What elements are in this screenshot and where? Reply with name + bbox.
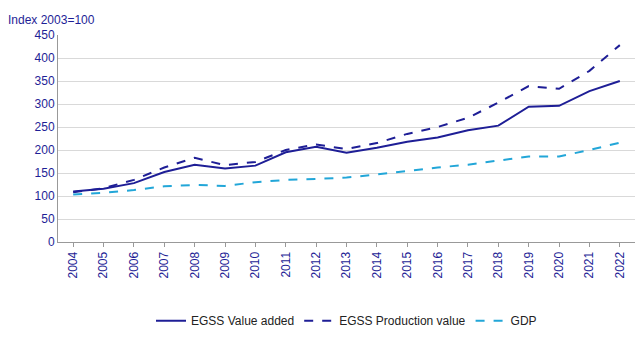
svg-text:2018: 2018 [491, 251, 505, 278]
svg-text:2010: 2010 [248, 251, 262, 278]
svg-text:2004: 2004 [66, 251, 80, 278]
svg-text:EGSS Value added: EGSS Value added [191, 314, 294, 328]
svg-text:2019: 2019 [522, 251, 536, 278]
svg-text:2012: 2012 [309, 251, 323, 278]
svg-text:2020: 2020 [552, 251, 566, 278]
svg-text:GDP: GDP [511, 314, 537, 328]
svg-text:EGSS Production value: EGSS Production value [339, 314, 465, 328]
svg-text:Index 2003=100: Index 2003=100 [8, 13, 95, 27]
svg-text:2006: 2006 [127, 251, 141, 278]
svg-text:2022: 2022 [613, 251, 627, 278]
svg-text:2007: 2007 [157, 251, 171, 278]
svg-text:2017: 2017 [461, 251, 475, 278]
svg-text:2014: 2014 [370, 251, 384, 278]
svg-text:2013: 2013 [339, 251, 353, 278]
svg-text:350: 350 [35, 74, 55, 88]
svg-text:400: 400 [35, 51, 55, 65]
svg-text:2015: 2015 [400, 251, 414, 278]
svg-text:300: 300 [35, 97, 55, 111]
svg-text:2009: 2009 [218, 251, 232, 278]
svg-text:250: 250 [35, 120, 55, 134]
svg-text:2021: 2021 [582, 251, 596, 278]
svg-text:100: 100 [35, 189, 55, 203]
svg-text:50: 50 [41, 212, 55, 226]
svg-text:150: 150 [35, 166, 55, 180]
svg-text:450: 450 [35, 28, 55, 42]
svg-text:2011: 2011 [279, 251, 293, 277]
svg-text:2008: 2008 [188, 251, 202, 278]
svg-text:2016: 2016 [431, 251, 445, 278]
svg-text:2005: 2005 [96, 251, 110, 278]
svg-text:0: 0 [48, 235, 55, 249]
svg-text:200: 200 [35, 143, 55, 157]
